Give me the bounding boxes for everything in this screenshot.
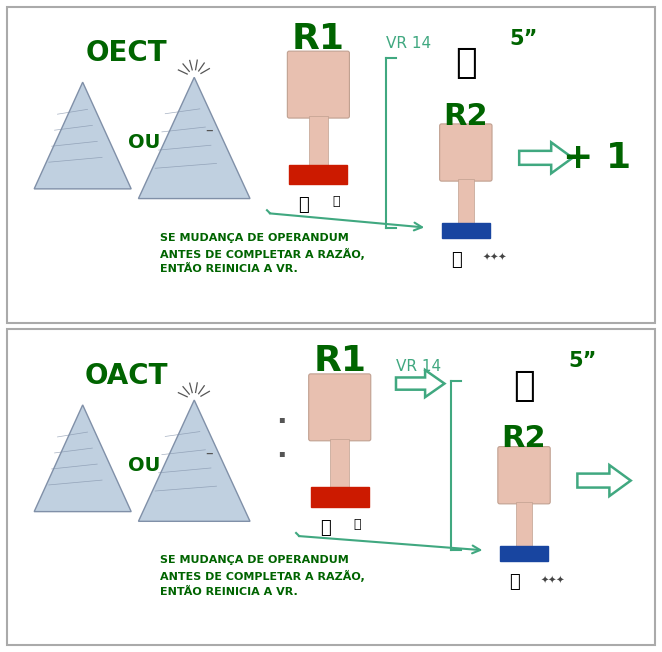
Text: 5”: 5” [568,351,596,371]
Text: 🍎: 🍎 [513,368,535,402]
Text: OU: OU [128,456,160,475]
Bar [500,546,548,561]
Text: VR 14: VR 14 [396,359,441,374]
Polygon shape [138,78,250,199]
Text: SE MUDANÇA DE OPERANDUM
ANTES DE COMPLETAR A RAZÃO,
ENTÃO REINICIA A VR.: SE MUDANÇA DE OPERANDUM ANTES DE COMPLET… [160,556,365,597]
Text: R2: R2 [502,424,546,453]
Text: OACT: OACT [85,362,168,390]
Polygon shape [519,142,573,173]
Text: SE MUDANÇA DE OPERANDUM
ANTES DE COMPLETAR A RAZÃO,
ENTÃO REINICIA A VR.: SE MUDANÇA DE OPERANDUM ANTES DE COMPLET… [160,233,365,274]
FancyBboxPatch shape [440,124,492,181]
Bar [458,179,473,223]
FancyBboxPatch shape [498,447,550,504]
Text: –: – [205,123,213,138]
Text: OECT: OECT [85,39,167,67]
Polygon shape [34,405,131,512]
Text: ✦✦✦: ✦✦✦ [541,576,565,585]
Text: 🍂: 🍂 [451,250,461,269]
Text: ✦✦✦: ✦✦✦ [483,253,507,263]
Text: 🌱: 🌱 [332,195,340,208]
Bar [516,502,532,546]
Text: 🌱: 🌱 [354,518,361,531]
Text: VR 14: VR 14 [387,36,432,51]
Text: 🍂: 🍂 [320,519,330,537]
Text: R2: R2 [444,102,488,130]
Text: OU: OU [128,133,160,152]
Text: + 1: + 1 [563,141,631,175]
Text: 5”: 5” [510,29,538,48]
Text: .: . [276,435,287,462]
Bar [330,439,350,488]
Text: R1: R1 [292,22,345,55]
FancyBboxPatch shape [308,374,371,441]
Bar [308,116,328,164]
FancyBboxPatch shape [287,51,350,118]
Bar [442,223,490,239]
Polygon shape [138,400,250,522]
Polygon shape [34,82,131,189]
Bar [310,488,369,507]
Text: 🍂: 🍂 [299,196,309,215]
Polygon shape [577,465,631,496]
Polygon shape [396,370,444,397]
Text: .: . [276,400,287,428]
Text: 🍂: 🍂 [509,573,520,591]
Text: –: – [205,446,213,461]
Text: R1: R1 [313,344,366,378]
Bar [289,164,348,184]
Text: 🍎: 🍎 [455,46,477,80]
